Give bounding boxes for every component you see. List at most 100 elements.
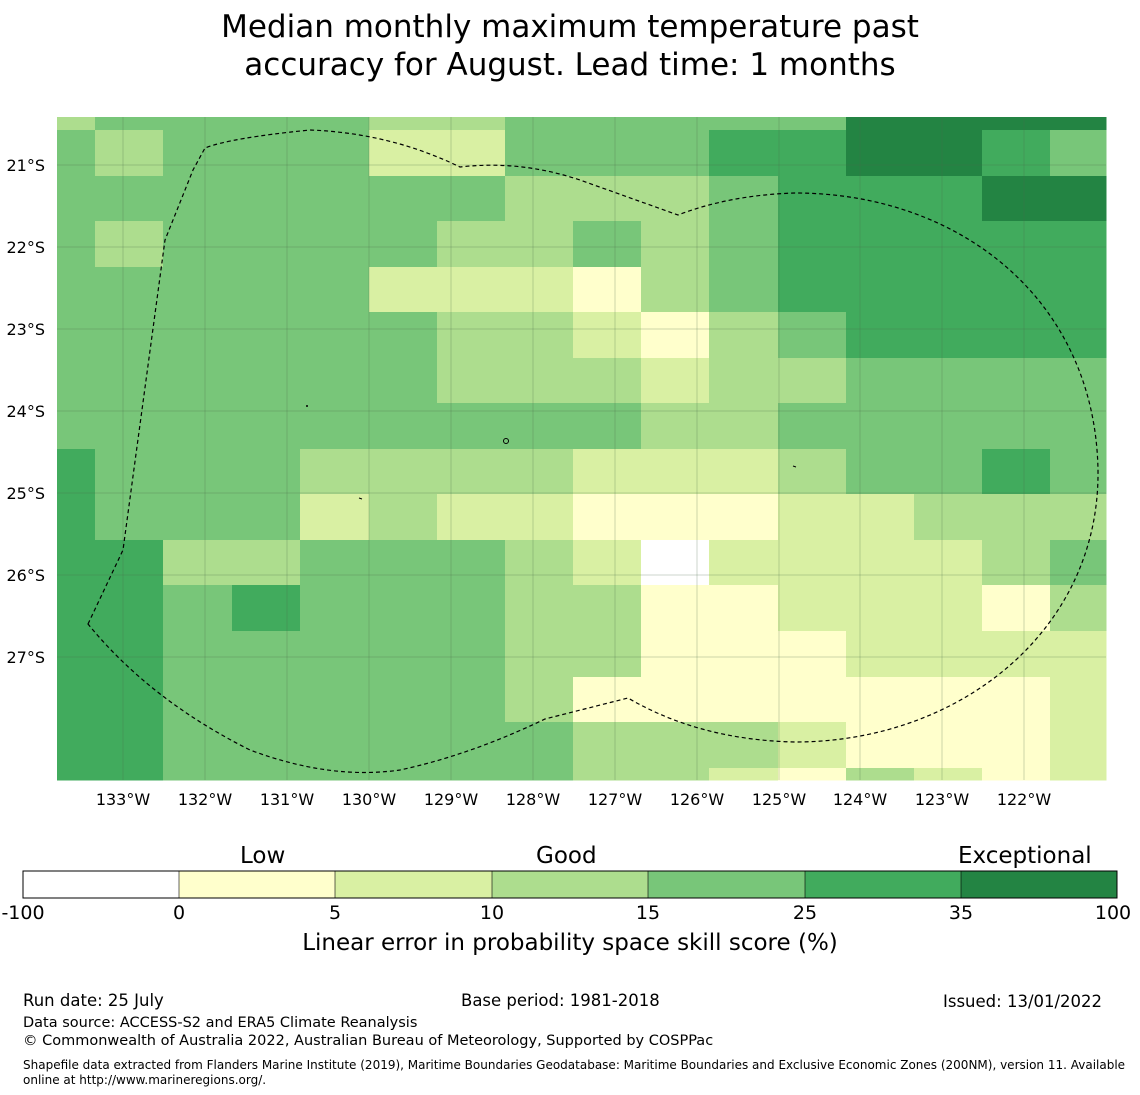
grid-cell — [300, 677, 370, 723]
grid-cell — [573, 768, 642, 781]
grid-cell — [982, 585, 1051, 632]
longitude-labels: 133°W 132°W 131°W 130°W 129°W 128°W 127°W 126°W… — [96, 790, 1052, 809]
grid-cell — [232, 130, 301, 177]
grid-cell — [709, 494, 779, 541]
grid-cell — [1050, 540, 1107, 586]
grid-cell — [914, 540, 983, 586]
grid-cell — [846, 312, 915, 359]
grid-cell — [163, 221, 233, 268]
grid-cell — [573, 267, 642, 313]
grid-cell — [846, 117, 915, 131]
grid-cell — [437, 494, 506, 541]
grid-cell — [369, 677, 438, 723]
grid-cell — [163, 631, 233, 678]
grid-cell — [163, 722, 233, 769]
grid-cell — [914, 176, 983, 222]
grid-cell — [232, 176, 301, 222]
grid-cell — [163, 585, 233, 632]
grid-cell — [232, 722, 301, 769]
colorbar-category-exceptional: Exceptional — [958, 843, 1092, 869]
grid-cell — [846, 449, 915, 495]
run-date: Run date: 25 July — [23, 991, 164, 1010]
grid-cell — [573, 722, 642, 769]
grid-cell — [232, 768, 301, 781]
grid-cell — [232, 403, 301, 450]
grid-cell — [846, 631, 915, 678]
grid-cell — [573, 449, 642, 495]
longitude-label: 122°W — [997, 790, 1052, 809]
grid-cell — [57, 358, 96, 404]
grid-cell — [300, 117, 370, 131]
grid-cell — [641, 176, 710, 222]
grid-cell — [505, 403, 574, 450]
grid-cell — [95, 221, 164, 268]
grid-cell — [57, 585, 96, 632]
grid-cell — [300, 312, 370, 359]
grid-cell — [573, 540, 642, 586]
grid-cell — [232, 221, 301, 268]
grid-cell — [846, 403, 915, 450]
grid-cell — [573, 221, 642, 268]
grid-cell — [778, 722, 847, 769]
colorbar — [22, 870, 1118, 899]
grid-cell — [709, 130, 779, 177]
grid-cell — [505, 312, 574, 359]
base-period: Base period: 1981-2018 — [461, 991, 660, 1010]
grid-cell — [982, 403, 1051, 450]
latitude-label: 26°S — [6, 566, 45, 585]
grid-cell — [914, 267, 983, 313]
colorbar-category-low: Low — [240, 843, 286, 869]
grid-cell — [437, 631, 506, 678]
grid-cell — [369, 449, 438, 495]
colorbar-tick: 15 — [635, 902, 661, 924]
grid-cell — [846, 768, 915, 781]
grid-cell — [1050, 117, 1107, 131]
grid-cell — [369, 722, 438, 769]
grid-cell — [778, 540, 847, 586]
grid-cell — [709, 312, 779, 359]
grid-cell — [300, 722, 370, 769]
grid-cell — [778, 117, 847, 131]
grid-cell — [369, 176, 438, 222]
grid-cell — [982, 722, 1051, 769]
colorbar-category-good: Good — [536, 843, 597, 869]
island-2 — [503, 438, 509, 444]
grid-cell — [95, 130, 164, 177]
grid-cell — [709, 267, 779, 313]
grid-cell — [437, 677, 506, 723]
grid-cell — [1050, 176, 1107, 222]
colorbar-tick: 100 — [1094, 902, 1132, 924]
grid-cell — [300, 449, 370, 495]
grid-cell — [982, 117, 1051, 131]
latitude-label: 22°S — [6, 238, 45, 257]
grid-cell — [369, 585, 438, 632]
grid-cell — [505, 358, 574, 404]
grid-cell — [641, 768, 710, 781]
grid-cell — [437, 312, 506, 359]
colorbar-swatch-1 — [23, 871, 179, 898]
grid-cell — [914, 631, 983, 678]
grid-cell — [232, 312, 301, 359]
latitude-label: 25°S — [6, 484, 45, 503]
grid-cell — [641, 449, 710, 495]
latitude-label: 27°S — [6, 648, 45, 667]
island-4 — [792, 465, 797, 468]
grid-cell — [163, 267, 233, 313]
grid-cell — [95, 176, 164, 222]
grid-cell — [95, 585, 164, 632]
grid-cell — [95, 540, 164, 586]
grid-cell — [982, 267, 1051, 313]
grid-cell — [232, 449, 301, 495]
longitude-label: 131°W — [260, 790, 315, 809]
grid-cell — [57, 221, 96, 268]
longitude-label: 129°W — [424, 790, 479, 809]
grid-cell — [982, 494, 1051, 541]
colorbar-tick: 0 — [172, 902, 186, 924]
grid-cell — [57, 768, 96, 781]
grid-cell — [982, 631, 1051, 678]
grid-cell — [982, 221, 1051, 268]
longitude-label: 128°W — [506, 790, 561, 809]
grid-cell — [846, 540, 915, 586]
longitude-label: 126°W — [670, 790, 725, 809]
longitude-label: 125°W — [752, 790, 807, 809]
